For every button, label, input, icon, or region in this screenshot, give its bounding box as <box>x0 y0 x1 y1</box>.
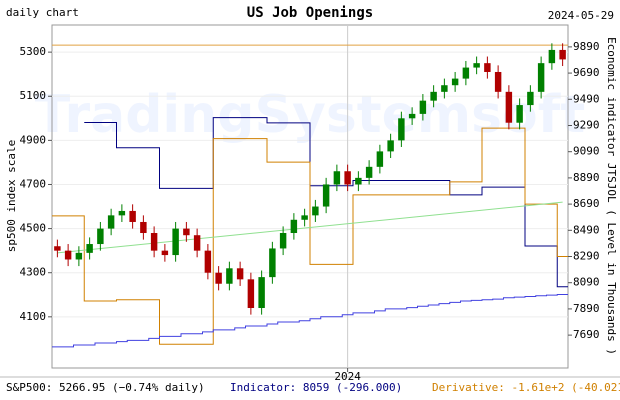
y-tick-label: 5100 <box>20 89 47 102</box>
y2-tick-label: 9690 <box>573 66 600 79</box>
candle-body <box>86 244 93 253</box>
candle-body <box>301 215 308 220</box>
footer-text: S&P500: 5266.95 (−0.74% daily) <box>6 381 205 394</box>
y2-tick-label: 8890 <box>573 171 600 184</box>
candle-body <box>451 78 459 86</box>
candle-body <box>527 91 534 106</box>
indicator-step-line <box>52 294 568 348</box>
candle-body <box>462 67 470 79</box>
candle-body <box>516 105 523 123</box>
date-label: 2024-05-29 <box>548 9 614 22</box>
y-tick-label: 5300 <box>20 45 47 58</box>
y2-tick-label: 9090 <box>573 145 600 158</box>
candle-body <box>419 100 427 114</box>
candle-body <box>484 63 491 72</box>
candle-body <box>193 235 201 251</box>
candle-body <box>75 252 83 260</box>
chart-title: US Job Openings <box>247 5 373 21</box>
candle-body <box>258 277 265 309</box>
candle-body <box>129 210 136 222</box>
candle-body <box>537 63 545 92</box>
candle-body <box>140 221 147 234</box>
candle-body <box>473 63 480 68</box>
y2-tick-label: 8290 <box>573 250 600 263</box>
candle-body <box>398 118 405 141</box>
y2-tick-label: 8090 <box>573 276 600 289</box>
y-tick-label: 4900 <box>20 133 47 146</box>
footer-text: Indicator: 8059 (-296.000) <box>230 381 402 394</box>
x-tick-label: 2024 <box>334 370 361 383</box>
candle-body <box>441 85 448 92</box>
candle-body <box>118 210 126 216</box>
trend-line <box>57 201 563 254</box>
candle-body <box>183 228 190 236</box>
candle-body <box>494 71 502 92</box>
candle-body <box>559 49 566 60</box>
y2-tick-label: 8690 <box>573 197 600 210</box>
y-tick-label: 4100 <box>20 310 47 323</box>
y2-tick-label: 7890 <box>573 302 600 315</box>
y2-tick-label: 9890 <box>573 40 600 53</box>
candle-body <box>226 268 233 284</box>
candle-body <box>54 246 61 251</box>
candle-body <box>312 206 319 216</box>
candle-body <box>505 91 513 123</box>
candle-body <box>376 151 384 167</box>
candle-body <box>161 250 169 256</box>
subtitle: daily chart <box>6 6 79 19</box>
candle-body <box>290 219 298 234</box>
candle-body <box>408 113 416 119</box>
candle-body <box>172 228 179 256</box>
candle-body <box>387 140 394 152</box>
y-tick-label: 4700 <box>20 177 47 190</box>
candle-body <box>215 272 222 284</box>
candle-body <box>204 250 212 273</box>
candle-body <box>344 171 351 185</box>
indicator-step-line <box>52 127 568 345</box>
candle-body <box>355 177 362 185</box>
candle-body <box>548 49 556 64</box>
candle-body <box>365 166 373 178</box>
y2-tick-label: 9290 <box>573 118 600 131</box>
y2-axis-label: Economic indicator JTSJOL ( Level in Tho… <box>605 37 618 355</box>
y2-tick-label: 8490 <box>573 223 600 236</box>
y-tick-label: 4500 <box>20 222 47 235</box>
candle-body <box>236 268 244 280</box>
candle-body <box>430 91 437 101</box>
candle-body <box>107 215 115 229</box>
footer-text: Derivative: -1.61e+2 (-40.021) <box>432 381 620 394</box>
candle-body <box>269 248 276 278</box>
candle-body <box>333 171 341 185</box>
plot-area <box>51 24 569 369</box>
y2-tick-label: 9490 <box>573 92 600 105</box>
candle-body <box>64 250 72 260</box>
candle-body <box>97 228 104 245</box>
y2-tick-label: 7690 <box>573 328 600 341</box>
candle-body <box>322 184 330 207</box>
candle-body <box>279 233 287 249</box>
y-axis-label: sp500 index scale <box>5 140 18 253</box>
y-tick-label: 4300 <box>20 266 47 279</box>
candle-body <box>247 279 255 309</box>
candle-body <box>150 233 158 251</box>
